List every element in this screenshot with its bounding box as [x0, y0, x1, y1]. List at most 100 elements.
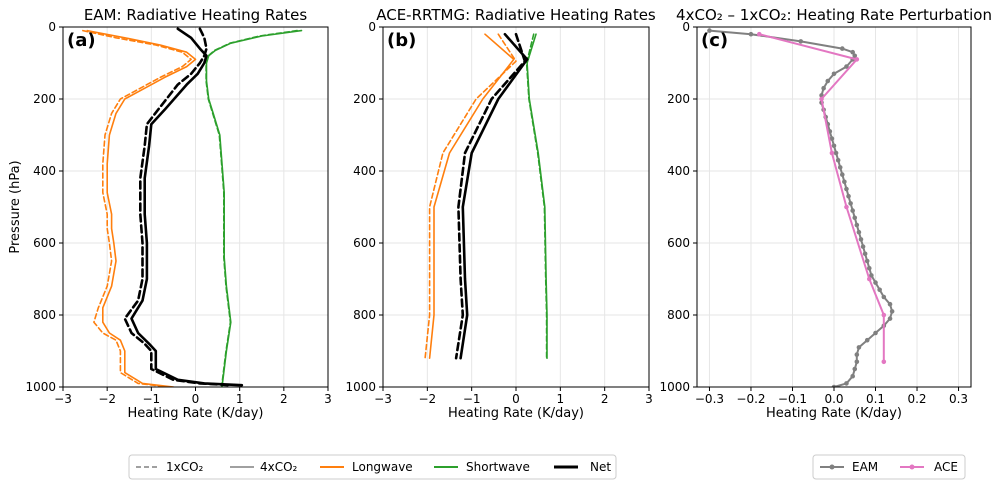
legend-right: EAM ACE	[812, 454, 966, 480]
panel-label: (a)	[67, 30, 96, 51]
data-point-eam	[866, 265, 872, 271]
data-point-eam	[844, 381, 849, 386]
data-point-eam	[862, 251, 868, 257]
x-tick-label: −1	[142, 392, 160, 406]
data-point-eam	[854, 222, 860, 228]
data-point-eam	[831, 143, 837, 149]
x-tick-label: 2	[280, 392, 288, 406]
data-point-eam	[833, 150, 839, 156]
x-tick-label: 3	[645, 392, 653, 406]
data-point-ace	[756, 31, 762, 37]
data-point-eam	[852, 215, 858, 221]
data-point-eam	[844, 186, 849, 192]
legend-marker-ace	[909, 464, 915, 470]
y-tick-label: 800	[33, 308, 56, 322]
legend-item-ace: ACE	[900, 460, 958, 474]
data-point-eam	[846, 193, 851, 199]
data-point-eam	[829, 136, 835, 141]
series-group	[82, 27, 303, 387]
y-tick-label: 800	[667, 308, 690, 322]
series-line-longwave-4xco2	[86, 29, 197, 387]
y-tick-label: 0	[368, 20, 376, 34]
legend-right-frame	[812, 454, 966, 480]
legend-label-shortwave: Shortwave	[466, 460, 530, 474]
data-point-ace	[881, 359, 887, 365]
panel-label: (c)	[701, 30, 728, 51]
legend-left-frame	[128, 454, 617, 480]
x-tick-label: 0	[512, 392, 520, 406]
series-line-longwave-4xco2	[428, 33, 515, 359]
x-tick-label: −0.3	[695, 392, 724, 406]
y-tick-label: 600	[667, 236, 690, 250]
y-tick-label: 800	[353, 308, 376, 322]
data-point-eam	[842, 179, 847, 185]
legend-item-1xco2: 1xCO₂	[136, 460, 204, 474]
series-line-net-4xco2	[130, 27, 244, 387]
legend-label-ace: ACE	[934, 460, 958, 474]
data-point-eam	[831, 384, 837, 387]
chart-panel-3: −0.3 −0.2 −0.1 0.0 0.1 0.2 0.3 0 200 400 600 800 100…	[659, 6, 992, 421]
x-tick-label: 0.1	[866, 392, 885, 406]
data-point-ace	[829, 150, 835, 156]
data-point-eam	[889, 309, 895, 314]
series-group	[707, 28, 895, 387]
x-tick-label: 3	[324, 392, 332, 406]
data-point-eam	[840, 172, 845, 177]
data-point-eam	[854, 352, 860, 357]
legend-left: 1xCO₂ 4xCO₂ Longwave Shortwave Net	[128, 454, 617, 480]
series-line-longwave-1xco2	[82, 29, 192, 387]
data-point-eam	[850, 49, 855, 55]
data-point-eam	[869, 273, 874, 278]
data-point-eam	[850, 208, 855, 213]
y-tick-label: 0	[48, 20, 56, 34]
y-tick-label: 200	[353, 92, 376, 106]
x-tick-label: −2	[418, 392, 436, 406]
y-tick-label: 200	[33, 92, 56, 106]
y-tick-label: 1000	[345, 380, 376, 394]
x-tick-label: 0.3	[949, 392, 968, 406]
chart-title: EAM: Radiative Heating Rates	[84, 6, 308, 24]
legend-item-longwave: Longwave	[320, 460, 413, 474]
data-point-eam	[825, 78, 831, 84]
y-tick-label: 0	[682, 20, 690, 34]
legend-item-eam: EAM	[820, 460, 878, 474]
x-tick-label: −0.2	[736, 392, 765, 406]
data-point-ace	[881, 312, 887, 318]
series-line-ace	[758, 33, 885, 363]
series-line-net-1xco2	[454, 32, 527, 360]
y-tick-label: 400	[353, 164, 376, 178]
legend-item-net: Net	[554, 460, 611, 474]
series-line-net-4xco2	[459, 32, 529, 360]
series-line-shortwave-4xco2	[205, 29, 303, 387]
y-tick-label: 400	[33, 164, 56, 178]
data-point-eam	[858, 237, 864, 242]
legend-label-1xco2: 1xCO₂	[166, 460, 204, 474]
x-tick-label: 2	[601, 392, 609, 406]
y-tick-label: 400	[667, 164, 690, 178]
data-point-eam	[837, 165, 843, 170]
data-point-eam	[864, 258, 870, 264]
data-point-eam	[873, 280, 878, 285]
data-point-eam	[850, 373, 855, 379]
series-line-shortwave-1xco2	[525, 33, 548, 359]
y-tick-label: 600	[33, 236, 56, 250]
data-point-eam	[887, 316, 893, 321]
data-point-eam	[840, 46, 845, 51]
x-axis-label: Heating Rate (K/day)	[766, 406, 902, 421]
data-point-eam	[873, 330, 878, 336]
legend-item-4xco2: 4xCO₂	[230, 460, 298, 474]
data-point-ace	[844, 204, 849, 210]
data-point-eam	[831, 71, 837, 77]
x-tick-label: −3	[54, 392, 72, 406]
y-tick-label: 600	[353, 236, 376, 250]
chart-panel-1: −3 −2 −1 0 1 2 3 0 200 400 600 800 1000 EAM: Radiativ…	[8, 6, 332, 421]
y-tick-label: 1000	[659, 380, 690, 394]
legend-label-4xco2: 4xCO₂	[260, 460, 298, 474]
x-tick-label: −2	[98, 392, 116, 406]
data-point-eam	[887, 301, 893, 307]
y-tick-label: 1000	[25, 380, 56, 394]
x-tick-label: 0	[192, 392, 200, 406]
panel-label: (b)	[387, 30, 416, 51]
